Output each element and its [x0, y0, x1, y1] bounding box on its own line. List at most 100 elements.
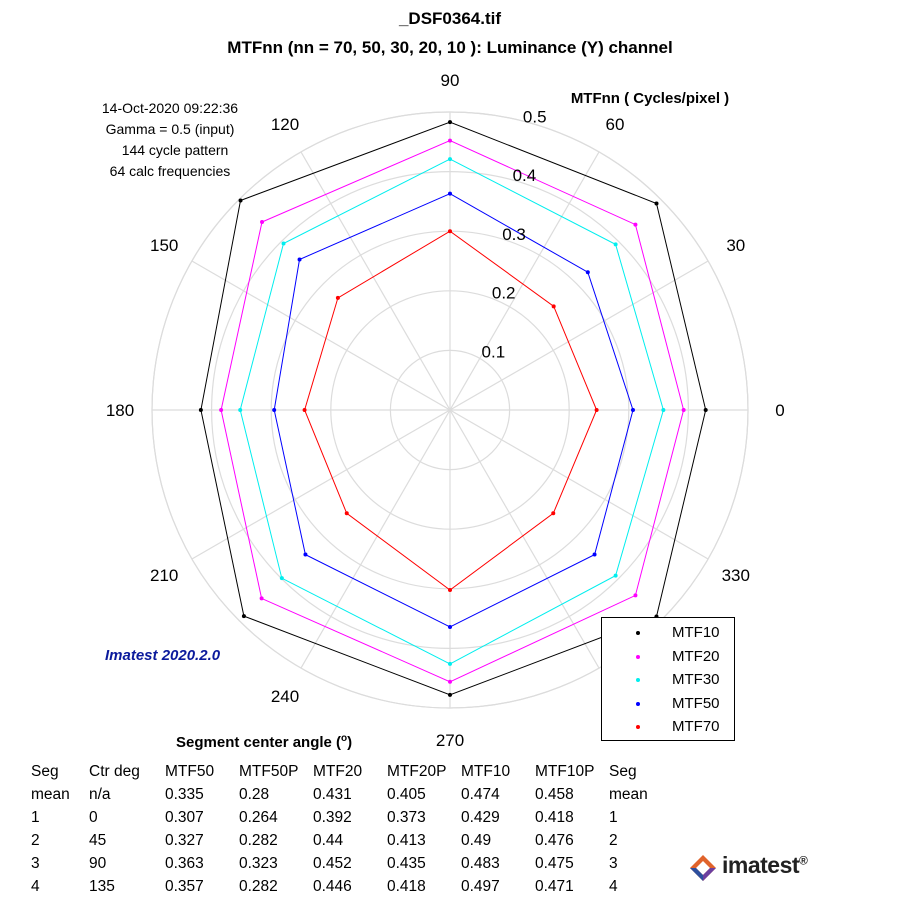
data-point-mtf10-225 [241, 614, 246, 619]
data-point-mtf70-180 [302, 408, 307, 412]
legend-marker-mtf50 [636, 701, 640, 706]
angle-tick-label-270: 270 [436, 731, 464, 750]
table-cell: 135 [89, 877, 115, 895]
table-cell: 0.264 [239, 808, 278, 826]
legend-marker-mtf10 [636, 631, 640, 635]
legend-item-mtf10: MTF10 [602, 621, 734, 645]
table-cell: 2 [31, 831, 40, 849]
table-header-row: Seg Ctr deg MTF50 MTF50P MTF20 MTF20P MTF10 MTF… [31, 760, 659, 783]
chart-title: _DSF0364.tif [398, 9, 502, 28]
table-cell: 0.431 [313, 785, 352, 803]
table-row: mean n/a 0.335 0.28 0.431 0.405 0.474 0.458 mean [31, 783, 659, 806]
table-cell: 0.418 [387, 877, 426, 895]
table-cell: Seg [31, 762, 59, 780]
data-point-mtf70-90 [448, 229, 452, 234]
data-point-mtf70-270 [448, 587, 452, 592]
legend-item-mtf30: MTF30 [602, 668, 734, 692]
data-point-mtf30-315 [613, 573, 618, 578]
info-frequencies: 64 calc frequencies [109, 163, 231, 179]
table-cell: mean [31, 785, 70, 803]
angle-tick-label-240: 240 [271, 687, 299, 706]
table-cell: 0.335 [165, 785, 204, 803]
data-point-mtf10-270 [448, 692, 452, 697]
angle-tick-label-210: 210 [150, 566, 178, 585]
legend-marker-mtf20 [636, 654, 640, 659]
table-cell: 0.405 [387, 785, 426, 803]
table-cell: 0.413 [387, 831, 426, 849]
radial-tick-label: 0.4 [513, 166, 537, 185]
radial-tick-label: 0.3 [502, 225, 526, 244]
imatest-logo: imatest® [686, 851, 816, 891]
table-cell: 0.373 [387, 808, 426, 826]
data-point-mtf70-0 [594, 408, 599, 412]
table-cell: 45 [89, 831, 107, 849]
legend-label: MTF50 [672, 694, 720, 712]
table-cell: 0.44 [313, 831, 344, 849]
data-point-mtf70-135 [335, 295, 340, 300]
data-point-mtf30-45 [613, 242, 618, 247]
data-point-mtf10-180 [198, 408, 203, 412]
table-cell: 0.363 [165, 854, 204, 872]
results-table: Seg Ctr deg MTF50 MTF50P MTF20 MTF20P MTF10 MTF… [31, 760, 659, 898]
data-point-mtf50-45 [585, 270, 590, 275]
data-point-mtf50-225 [303, 552, 308, 557]
data-point-mtf50-180 [272, 408, 277, 412]
table-cell: 0.307 [165, 808, 204, 826]
table-cell: 0.327 [165, 831, 204, 849]
legend-label: MTF20 [672, 647, 720, 665]
data-point-mtf50-90 [448, 191, 452, 196]
angle-tick-label-120: 120 [271, 115, 299, 134]
data-point-mtf20-315 [633, 593, 638, 598]
table-cell: MTF20P [387, 762, 447, 780]
data-point-mtf20-270 [448, 679, 452, 684]
table-cell: 0.483 [461, 854, 500, 872]
table-cell: 0.458 [535, 785, 574, 803]
data-point-mtf70-45 [551, 304, 556, 309]
table-cell: 0.49 [461, 831, 492, 849]
table-cell: 0.474 [461, 785, 500, 803]
angle-tick-label-60: 60 [606, 115, 625, 134]
legend-item-mtf50: MTF50 [602, 692, 734, 716]
table-cell: 1 [31, 808, 40, 826]
radial-tick-label: 0.5 [523, 108, 547, 127]
table-cell: MTF20 [313, 762, 363, 780]
table-cell: 0.282 [239, 877, 278, 895]
data-point-mtf70-315 [551, 511, 556, 516]
data-point-mtf70-225 [344, 511, 349, 516]
angle-grid-line-150 [191, 260, 709, 560]
data-point-mtf30-180 [238, 408, 243, 412]
table-cell: 0.475 [535, 854, 574, 872]
angle-tick-label-30: 30 [726, 236, 745, 255]
legend-item-mtf20: MTF20 [602, 645, 734, 669]
table-cell: MTF10P [535, 762, 595, 780]
legend-item-mtf70: MTF70 [602, 715, 734, 739]
legend-marker-mtf70 [636, 725, 640, 729]
table-cell: mean [609, 785, 648, 803]
data-point-mtf30-135 [281, 241, 286, 246]
logo-word: imatest [722, 852, 800, 878]
angle-axis-label: Segment center angle (o) [176, 733, 352, 751]
info-timestamp: 14-Oct-2020 09:22:36 [101, 100, 239, 116]
logo-mark-icon [690, 855, 716, 881]
data-point-mtf10-45 [654, 201, 659, 206]
chart-subtitle: MTFnn (nn = 70, 50, 30, 20, 10 ): Lumina… [227, 38, 673, 57]
data-point-mtf20-45 [633, 222, 638, 227]
table-cell: 0.452 [313, 854, 352, 872]
table-cell: 0.435 [387, 854, 426, 872]
data-point-mtf20-135 [260, 220, 265, 225]
data-point-mtf30-0 [661, 408, 666, 412]
legend-label: MTF30 [672, 671, 720, 688]
data-point-mtf20-0 [681, 408, 686, 412]
legend: MTF10 MTF20 MTF30 MTF50 MTF70 [601, 617, 735, 741]
table-cell: 4 [31, 877, 40, 895]
data-point-mtf30-270 [448, 661, 452, 666]
data-point-mtf10-90 [448, 120, 452, 125]
table-cell: 0.357 [165, 877, 204, 895]
data-point-mtf30-90 [448, 157, 452, 162]
table-cell: 90 [89, 854, 107, 872]
legend-label: MTF70 [672, 718, 720, 735]
data-point-mtf20-90 [448, 138, 452, 143]
table-cell: Seg [609, 762, 637, 780]
table-row: 1 0 0.307 0.264 0.392 0.373 0.429 0.418 1 [31, 806, 659, 829]
table-cell: 0.429 [461, 808, 500, 826]
